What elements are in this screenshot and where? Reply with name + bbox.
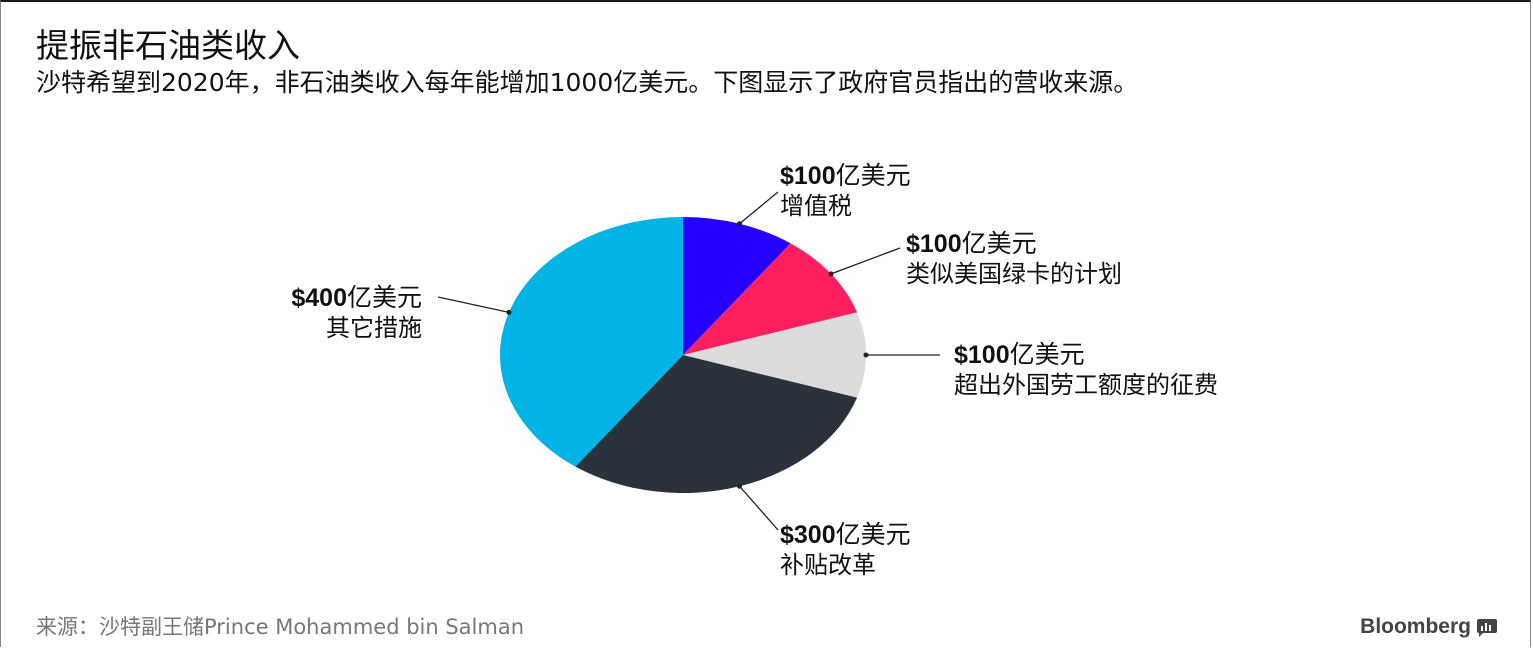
brand-logo: Bloomberg [1360,615,1471,638]
pie-slice-4 [575,355,858,493]
data-label-value-4: $300亿美元 [780,520,911,549]
source-note: 来源：沙特副王储Prince Mohammed bin Salman [36,615,525,639]
leader-dot-4 [737,483,743,489]
leader-line-1 [739,191,779,225]
data-label-category-3: 超出外国劳工额度的征费 [954,371,1218,399]
chart-subtitle: 沙特希望到2020年，非石油类收入每年能增加1000亿美元。下图显示了政府官员指… [36,68,1139,97]
leader-line-2 [830,247,901,275]
data-label-value-5: $400亿美元 [291,283,422,312]
chart-title: 提振非石油类收入 [36,26,300,65]
data-label-category-4: 补贴改革 [780,551,876,579]
data-label-category-1: 增值税 [780,192,852,220]
leader-dot-1 [737,221,743,227]
bloomberg-terminal-icon [1477,619,1497,637]
pie-slice-1 [683,217,791,355]
leader-dot-2 [828,271,834,277]
data-label-value-3: $100亿美元 [954,340,1085,369]
data-label-value-1: $100亿美元 [780,161,911,190]
data-label-category-2: 类似美国绿卡的计划 [906,260,1122,288]
leader-dot-5 [506,309,512,315]
pie-slice-3 [683,312,866,398]
leader-line-4 [739,485,779,531]
leader-line-5 [437,296,510,313]
pie-slice-2 [683,243,858,355]
pie-slice-5 [500,217,683,467]
leader-dot-3 [863,352,869,358]
data-label-category-5: 其它措施 [326,314,422,342]
data-label-value-2: $100亿美元 [906,229,1037,258]
